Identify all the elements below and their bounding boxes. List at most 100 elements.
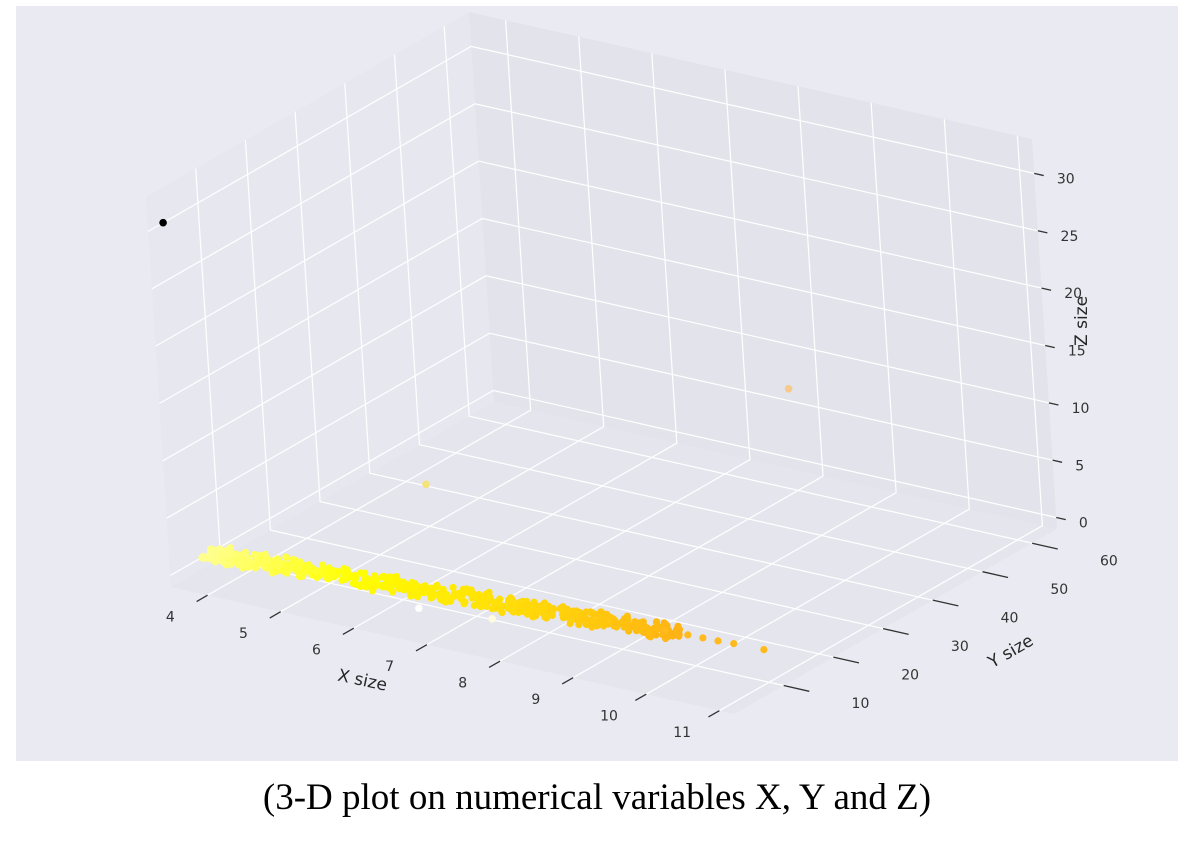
z-tick-mark — [1037, 230, 1048, 234]
data-point — [714, 637, 722, 645]
pane-back — [469, 12, 1057, 529]
x-axis-label: X size — [336, 666, 389, 696]
z-tick-label: 5 — [1075, 458, 1084, 474]
data-point — [572, 607, 581, 615]
data-point — [593, 618, 601, 626]
data-point — [299, 572, 307, 580]
data-point — [531, 611, 539, 619]
data-point — [261, 562, 269, 571]
x-tick-label: 4 — [166, 610, 175, 626]
data-point — [359, 579, 368, 587]
data-point — [496, 595, 504, 604]
data-point — [305, 562, 313, 570]
data-point-outlier — [488, 615, 497, 623]
z-tick-label: 20 — [1064, 286, 1082, 302]
data-point — [319, 561, 327, 569]
z-tick-label: 25 — [1061, 229, 1079, 245]
data-point — [575, 618, 583, 626]
grid-line-y — [443, 26, 1033, 544]
x-tick-mark — [342, 627, 355, 636]
grid-line-x — [719, 135, 1044, 712]
data-point — [544, 608, 553, 616]
grid-line-z — [158, 217, 1046, 405]
z-tick-label: 0 — [1079, 516, 1088, 532]
data-point — [382, 579, 390, 587]
y-axis-label: Y size — [984, 631, 1037, 673]
x-tick-mark — [561, 677, 574, 685]
grid-line-x — [426, 69, 751, 646]
x-tick-label: 9 — [531, 692, 540, 708]
data-point — [559, 610, 567, 618]
data-point — [418, 584, 426, 592]
data-point — [370, 583, 378, 591]
data-point — [340, 565, 348, 573]
grid-line-y — [344, 83, 933, 601]
y-tick-label: 40 — [1001, 610, 1019, 626]
data-point — [454, 590, 462, 598]
data-point — [351, 580, 360, 588]
data-point — [730, 640, 738, 648]
data-point — [684, 631, 692, 639]
data-point — [629, 623, 637, 631]
y-tick-label: 60 — [1100, 554, 1118, 570]
data-point — [661, 626, 669, 635]
data-point — [459, 585, 467, 593]
data-point — [523, 610, 532, 618]
x-tick-label: 11 — [673, 725, 691, 741]
grid-line-x — [280, 36, 605, 613]
z-tick-label: 10 — [1072, 401, 1090, 417]
figure-caption: (3-D plot on numerical variables X, Y an… — [262, 777, 932, 818]
data-point — [505, 596, 513, 604]
data-point — [370, 576, 378, 584]
data-point — [349, 573, 357, 582]
grid-line-y — [393, 54, 983, 573]
y-tick-mark — [1032, 542, 1058, 550]
data-point — [231, 551, 239, 559]
data-point — [482, 590, 490, 599]
x-tick-label: 10 — [600, 709, 618, 725]
data-point — [282, 553, 290, 561]
data-point — [226, 544, 234, 552]
data-point — [272, 567, 280, 576]
data-point — [330, 573, 338, 581]
x-tick-label: 6 — [312, 643, 321, 659]
data-point — [662, 634, 670, 643]
data-point — [644, 628, 652, 636]
data-point — [326, 567, 334, 576]
grid-line-z — [147, 45, 1035, 232]
y-tick-mark — [833, 656, 860, 664]
pane-floor — [171, 402, 1057, 714]
z-tick-label: 30 — [1057, 172, 1075, 188]
data-point — [488, 605, 496, 613]
data-point — [254, 559, 263, 567]
grid-line-z — [151, 103, 1039, 290]
data-point-outlier — [422, 480, 430, 489]
x-tick-mark — [415, 644, 428, 652]
data-point — [563, 605, 571, 613]
data-point — [446, 597, 454, 605]
grid-line-z — [155, 160, 1042, 347]
data-point — [244, 563, 252, 571]
z-tick-mark — [1056, 516, 1066, 521]
data-point — [667, 631, 676, 639]
y-tick-label: 50 — [1050, 582, 1068, 598]
data-point — [476, 598, 485, 606]
data-point — [556, 604, 564, 613]
data-point — [567, 616, 576, 624]
data-point-outlier — [159, 218, 167, 227]
grid-line-y — [244, 140, 834, 658]
data-point — [672, 626, 681, 634]
data-point — [760, 646, 768, 654]
data-point — [400, 586, 408, 594]
data-point — [539, 603, 547, 612]
y-tick-mark — [882, 627, 909, 636]
x-tick-mark — [488, 660, 501, 669]
y-tick-label: 20 — [901, 667, 919, 683]
grid-line-y — [294, 111, 884, 630]
z-tick-mark — [1045, 344, 1055, 349]
y-tick-label: 30 — [951, 639, 969, 655]
data-point — [312, 567, 320, 575]
data-point — [588, 623, 596, 631]
z-tick-mark — [1048, 402, 1059, 406]
grid-line-x — [207, 20, 532, 596]
